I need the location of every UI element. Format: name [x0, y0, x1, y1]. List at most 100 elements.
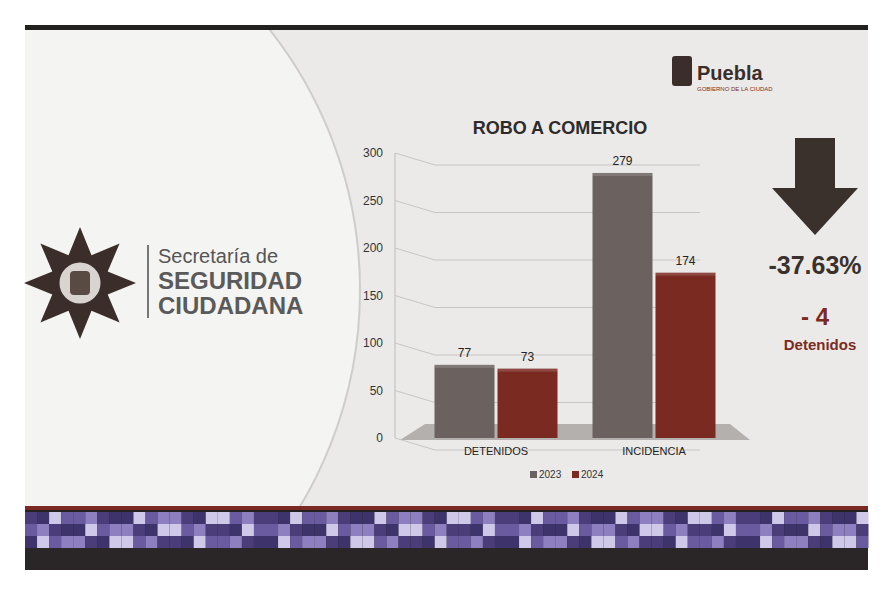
strip-cell: [37, 536, 49, 548]
grid-line-side: [395, 201, 435, 213]
strip-cell: [302, 512, 314, 524]
strip-cell: [844, 536, 856, 548]
divider: [147, 245, 149, 318]
strip-cell: [712, 512, 724, 524]
strip-cell: [194, 512, 206, 524]
strip-cell: [314, 512, 326, 524]
bar-highlight: [593, 173, 653, 176]
strip-cell: [194, 524, 206, 536]
strip-cell: [206, 524, 218, 536]
strip-cell: [820, 512, 832, 524]
data-label: 279: [612, 154, 632, 168]
strip-cell: [254, 524, 266, 536]
strip-cell: [688, 512, 700, 524]
grid-line: [435, 212, 700, 213]
strip-cell: [182, 512, 194, 524]
strip-cell: [230, 536, 242, 548]
strip-cell: [700, 512, 712, 524]
strip-cell: [133, 524, 145, 536]
strip-cell: [374, 512, 386, 524]
strip-cell: [435, 524, 447, 536]
strip-cell: [507, 512, 519, 524]
strip-cell: [579, 512, 591, 524]
strip-cell: [242, 536, 254, 548]
strip-cell: [591, 524, 603, 536]
grid-line-side: [395, 296, 435, 308]
strip-cell: [85, 536, 97, 548]
y-tick-label: 250: [363, 194, 383, 208]
strip-cell: [856, 536, 868, 548]
grid-line: [435, 165, 700, 166]
strip-cell: [411, 512, 423, 524]
grid-line-side: [395, 438, 435, 450]
strip-cell: [121, 524, 133, 536]
city-icon: [672, 56, 692, 86]
strip-cell: [507, 524, 519, 536]
bar-highlight: [656, 273, 716, 276]
bar-highlight: [435, 365, 495, 368]
strip-cell: [242, 524, 254, 536]
strip-cell: [61, 536, 73, 548]
strip-cell: [628, 536, 640, 548]
strip-line: [25, 506, 868, 510]
strip-cell: [772, 512, 784, 524]
y-tick-label: 150: [363, 289, 383, 303]
strip-cell: [471, 512, 483, 524]
legend-swatch: [530, 471, 537, 478]
strip-cell: [760, 512, 772, 524]
strip-cell: [230, 524, 242, 536]
strip-cell: [49, 512, 61, 524]
strip-cell: [278, 512, 290, 524]
strip-cell: [49, 524, 61, 536]
grid-line: [435, 260, 700, 261]
strip-cell: [483, 524, 495, 536]
strip-cell: [483, 536, 495, 548]
strip-cell: [338, 536, 350, 548]
strip-cell: [447, 524, 459, 536]
strip-cell: [760, 536, 772, 548]
strip-cell: [326, 524, 338, 536]
strip-cell: [447, 512, 459, 524]
city-name: Puebla: [697, 62, 763, 84]
strip-cell: [218, 536, 230, 548]
strip-cell: [435, 512, 447, 524]
strip-cell: [326, 512, 338, 524]
strip-cell: [676, 512, 688, 524]
strip-cell: [736, 536, 748, 548]
strip-cell: [543, 512, 555, 524]
strip-cell: [543, 536, 555, 548]
strip-cell: [61, 524, 73, 536]
strip-cell: [290, 536, 302, 548]
down-arrow: [772, 138, 858, 235]
strip-cell: [531, 512, 543, 524]
strip-cell: [109, 524, 121, 536]
detained-label: Detenidos: [784, 336, 857, 353]
strip-cell: [447, 536, 459, 548]
strip-cell: [688, 524, 700, 536]
strip-cell: [146, 512, 158, 524]
strip-cell: [350, 524, 362, 536]
strip-cell: [724, 524, 736, 536]
strip-cell: [399, 524, 411, 536]
strip-cell: [712, 536, 724, 548]
bar: [498, 369, 558, 438]
strip-cell: [652, 536, 664, 548]
strip-cell: [724, 512, 736, 524]
bar: [656, 273, 716, 438]
city-sub: GOBIERNO DE LA CIUDAD: [697, 86, 773, 92]
x-tick-label: INCIDENCIA: [622, 445, 686, 457]
grid-line-side: [395, 153, 435, 165]
strip-cell: [615, 524, 627, 536]
strip-cell: [820, 536, 832, 548]
strip-cell: [73, 524, 85, 536]
strip-cell: [182, 536, 194, 548]
strip-cell: [266, 512, 278, 524]
strip-cell: [796, 512, 808, 524]
strip-cell: [471, 536, 483, 548]
strip-cell: [700, 536, 712, 548]
star-center: [58, 261, 102, 305]
strip-cell: [170, 536, 182, 548]
strip-cell: [338, 512, 350, 524]
strip-cell: [435, 536, 447, 548]
strip-cell: [700, 524, 712, 536]
